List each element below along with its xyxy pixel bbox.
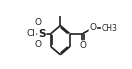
Text: CH3: CH3 — [102, 24, 117, 33]
Text: O: O — [34, 18, 41, 27]
Text: S: S — [38, 28, 46, 39]
Text: O: O — [89, 23, 96, 32]
Text: O: O — [34, 40, 41, 49]
Text: Cl: Cl — [27, 29, 36, 38]
Text: O: O — [79, 41, 86, 50]
